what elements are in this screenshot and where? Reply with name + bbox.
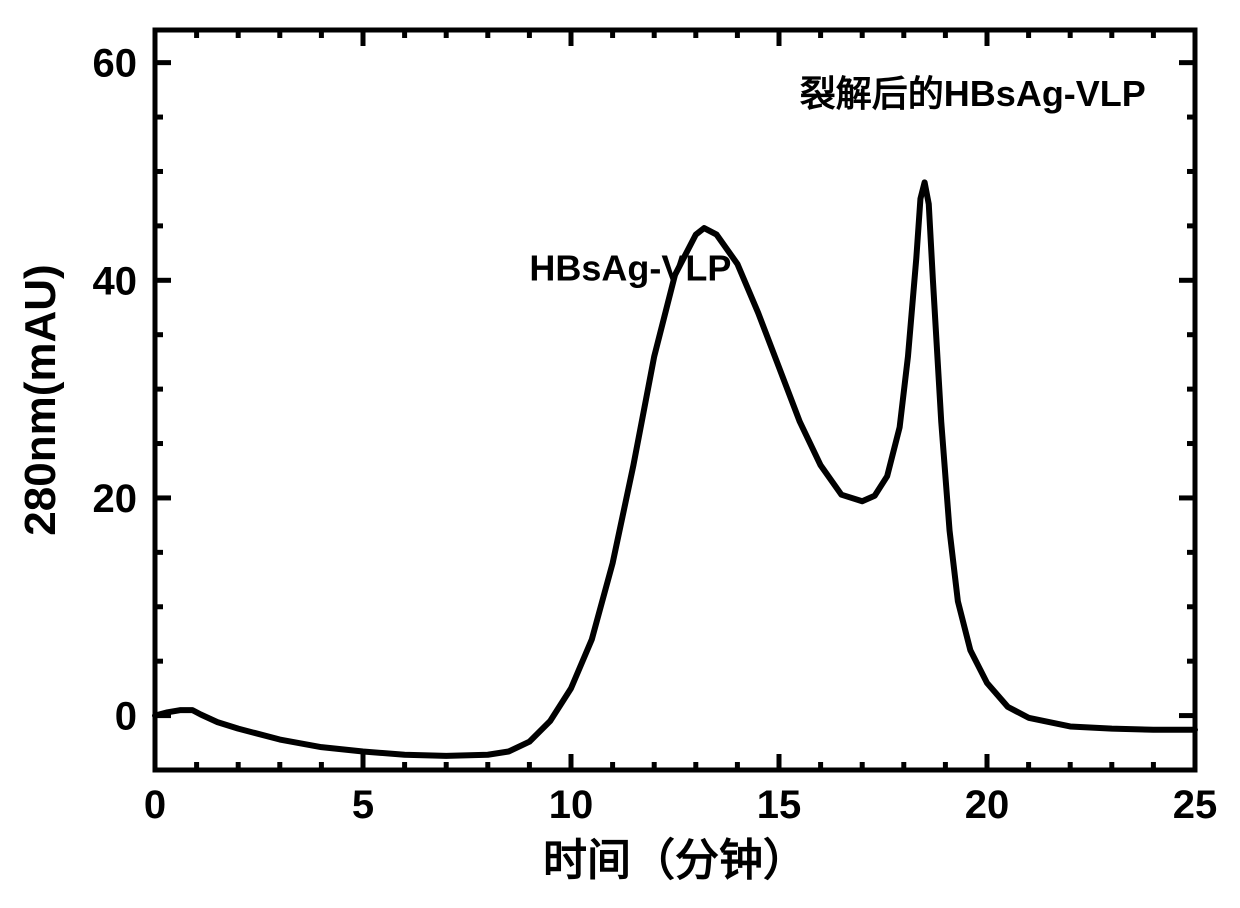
x-tick-label: 10: [549, 783, 594, 827]
x-minor-ticks: [197, 30, 1154, 770]
peak-label: 裂解后的HBsAg-VLP: [800, 73, 1146, 114]
x-tick-label: 5: [352, 783, 374, 827]
peak-annotations: HBsAg-VLP 裂解后的HBsAg-VLP: [529, 73, 1145, 288]
chart-svg: 0 5 10 15 20 25 0 20 40 60 HBsAg-VLP 裂解后的HBsAg-VL…: [0, 0, 1240, 908]
x-ticks: 0 5 10 15 20 25: [144, 30, 1217, 827]
y-minor-ticks: [155, 117, 1195, 770]
y-tick-label: 60: [93, 42, 138, 86]
y-tick-label: 40: [93, 259, 138, 303]
chromatogram-chart: 0 5 10 15 20 25 0 20 40 60 HBsAg-VLP 裂解后的HBsAg-VL…: [0, 0, 1240, 908]
y-axis-label: 280nm(mAU): [16, 264, 65, 535]
y-tick-label: 0: [115, 695, 137, 739]
x-tick-label: 0: [144, 783, 166, 827]
x-tick-label: 20: [965, 783, 1010, 827]
x-tick-label: 25: [1173, 783, 1218, 827]
y-tick-label: 20: [93, 477, 138, 521]
y-ticks: 0 20 40 60: [93, 42, 1196, 739]
x-axis-label: 时间（分钟）: [543, 836, 807, 885]
peak-label: HBsAg-VLP: [529, 247, 731, 288]
axis-box: [155, 30, 1195, 770]
x-tick-label: 15: [757, 783, 802, 827]
